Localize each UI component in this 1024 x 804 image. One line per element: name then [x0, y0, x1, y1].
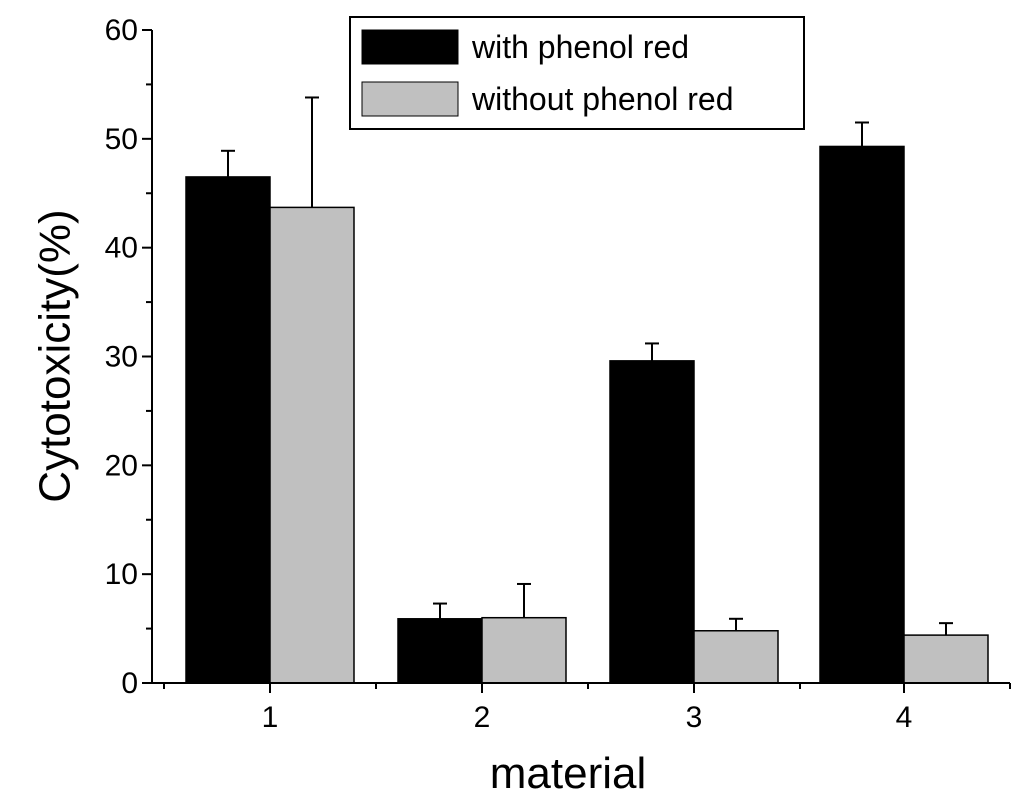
- error-bar-series-1-cat-4: [855, 121, 869, 147]
- x-ticks: 1 2 3 4: [163, 683, 1011, 734]
- y-tick-label: 30: [105, 341, 138, 374]
- x-tick-label: 3: [686, 701, 703, 734]
- bar-series-2-cat-2: [481, 616, 567, 684]
- bars-layer: [185, 145, 989, 684]
- x-tick-label: 1: [262, 701, 279, 734]
- bar-series-2-cat-1: [269, 206, 355, 684]
- error-bar-series-2-cat-2: [517, 582, 531, 618]
- y-tick-label: 50: [105, 123, 138, 156]
- bar-series-2-cat-3: [693, 630, 779, 684]
- legend-label-with-phenol-red: with phenol red: [471, 29, 689, 65]
- x-tick-label: 4: [896, 701, 913, 734]
- error-bar-series-1-cat-3: [645, 342, 659, 361]
- error-bar-series-2-cat-4: [939, 622, 953, 636]
- legend-swatch-without-phenol-red: [361, 81, 459, 117]
- y-tick-label: 10: [105, 558, 138, 591]
- error-bars-layer: [221, 96, 953, 636]
- y-axis-title: Cytotoxicity(%): [31, 209, 80, 502]
- bar-series-1-cat-2: [397, 618, 483, 684]
- legend-swatch-with-phenol-red: [361, 29, 459, 65]
- y-tick-label: 0: [121, 667, 138, 700]
- bar-series-2-cat-4: [903, 634, 989, 684]
- bar-series-1-cat-1: [185, 176, 271, 684]
- y-tick-label: 40: [105, 232, 138, 265]
- bar-series-1-cat-4: [819, 145, 905, 684]
- legend-label-without-phenol-red: without phenol red: [471, 81, 734, 117]
- x-axis-title: material: [490, 749, 647, 798]
- legend: with phenol red without phenol red: [349, 16, 805, 130]
- y-tick-label: 60: [105, 14, 138, 47]
- bar-series-1-cat-3: [609, 360, 695, 684]
- y-tick-label: 20: [105, 449, 138, 482]
- error-bar-series-1-cat-2: [433, 602, 447, 619]
- error-bar-series-2-cat-1: [305, 96, 319, 208]
- error-bar-series-2-cat-3: [729, 617, 743, 631]
- x-tick-label: 2: [474, 701, 491, 734]
- error-bar-series-1-cat-1: [221, 149, 235, 177]
- y-ticks: 0 10 20 30 40 50 60: [105, 14, 152, 700]
